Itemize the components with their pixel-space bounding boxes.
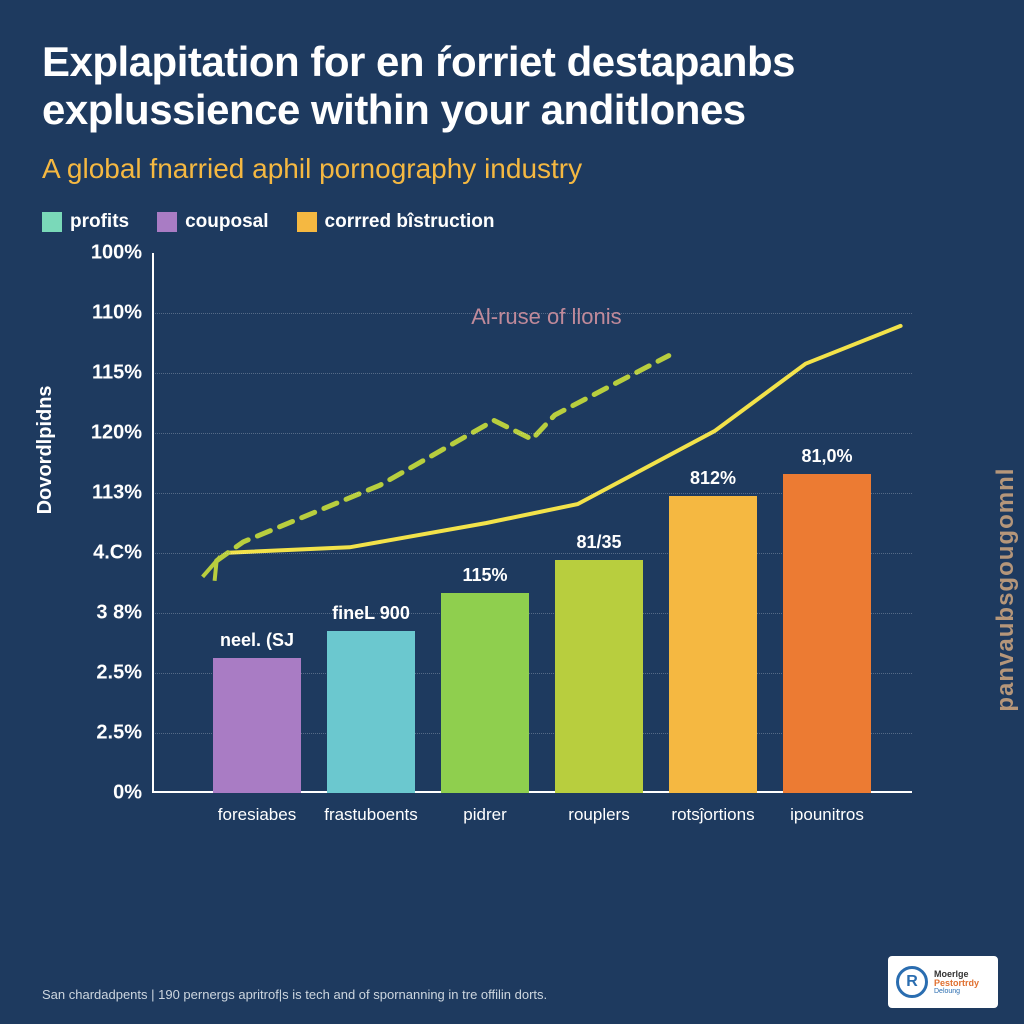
grid-line [152,373,912,374]
bar-value-label: neel. (SJ [220,630,294,651]
legend-label: couposal [185,211,268,233]
x-tick-label: frastuboents [324,805,418,825]
badge-line3: Deloung [934,988,979,995]
bar-value-label: 81/35 [576,532,621,553]
bar: neel. (SJ [213,658,300,793]
y-axis-label: Dovordlpidns [34,385,57,514]
badge-line2: Pestortrdy [934,979,979,988]
chart: Dovordlpidns panvaubsgougomnl 100%110%11… [42,243,982,863]
bar-value-label: fineL 900 [332,603,410,624]
bar: 812% [669,496,756,793]
legend-label: corrred bîstruction [325,211,495,233]
page-subtitle: A global fnarried aphil pornography indu… [42,153,982,185]
footer-text: San chardadpents | 190 pernergs apritrof… [42,987,547,1002]
bar-value-label: 812% [690,468,736,489]
badge-icon: R [896,966,928,998]
dashed-start-marker [203,560,217,580]
plot-area: 100%110%115%120%113%4.C%3 8%2.5%2.5%0%ne… [152,253,912,793]
y-tick-label: 100% [91,241,142,264]
page-title: Explapitation for en ŕorriet destapanbs … [42,38,982,135]
y-tick-label: 3 8% [96,601,142,624]
x-tick-label: pidrer [463,805,506,825]
source-badge: R Moerlge Pestortrdy Deloung [888,956,998,1008]
y-tick-label: 110% [92,301,142,324]
x-tick-label: ipounitros [790,805,864,825]
legend-swatch [157,212,177,232]
y-tick-label: 2.5% [96,721,142,744]
legend-swatch [297,212,317,232]
x-tick-label: rotsĵortions [671,805,754,825]
y2-axis-label: panvaubsgougomnl [992,467,1020,711]
chart-annotation: Al-ruse of llonis [471,304,621,330]
y-tick-label: 4.C% [93,541,142,564]
bar: 81/35 [555,560,642,792]
y-tick-label: 115% [92,361,142,384]
y-tick-label: 120% [91,421,142,444]
badge-text: Moerlge Pestortrdy Deloung [934,970,979,995]
x-tick-label: rouplers [568,805,629,825]
legend-label: profits [70,211,129,233]
legend: profits couposal corrred bîstruction [42,211,982,233]
legend-swatch [42,212,62,232]
bar-value-label: 115% [462,565,507,586]
grid-line [152,433,912,434]
x-tick-label: foresiabes [218,805,296,825]
y-tick-label: 113% [92,481,142,504]
y-tick-label: 2.5% [96,661,142,684]
bar: fineL 900 [327,631,414,793]
bar-value-label: 81,0% [801,446,852,467]
bar: 81,0% [783,474,870,793]
legend-item: corrred bîstruction [297,211,495,233]
legend-item: profits [42,211,129,233]
bar: 115% [441,593,528,793]
y-tick-label: 0% [113,781,142,804]
legend-item: couposal [157,211,268,233]
